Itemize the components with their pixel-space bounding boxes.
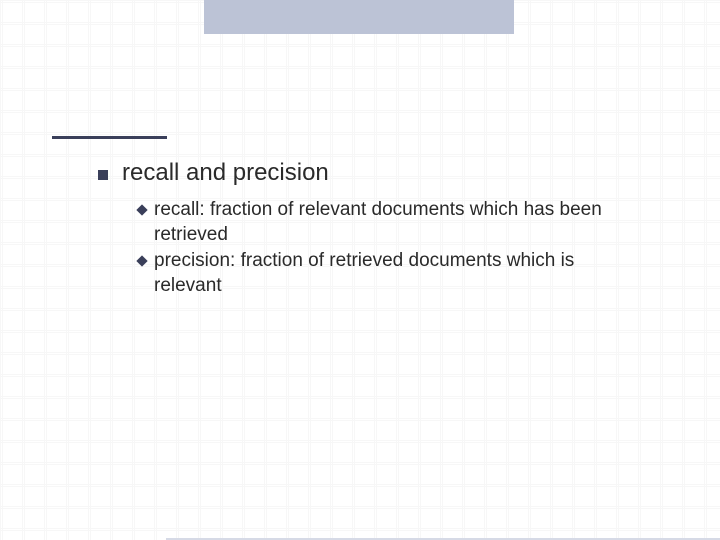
square-bullet-icon xyxy=(98,170,108,180)
header-bar xyxy=(204,0,514,34)
subitem-text: precision: fraction of retrieved documen… xyxy=(154,249,644,298)
list-item: precision: fraction of retrieved documen… xyxy=(138,249,658,298)
diamond-bullet-icon xyxy=(136,204,147,215)
subitems-list: recall: fraction of relevant documents w… xyxy=(138,198,658,299)
heading-text: recall and precision xyxy=(122,158,329,188)
subitem-text: recall: fraction of relevant documents w… xyxy=(154,198,644,247)
list-item: recall: fraction of relevant documents w… xyxy=(138,198,658,247)
title-underline-rule xyxy=(52,136,167,139)
content-area: recall and precision recall: fraction of… xyxy=(98,158,658,301)
heading-row: recall and precision xyxy=(98,158,658,188)
diamond-bullet-icon xyxy=(136,256,147,267)
